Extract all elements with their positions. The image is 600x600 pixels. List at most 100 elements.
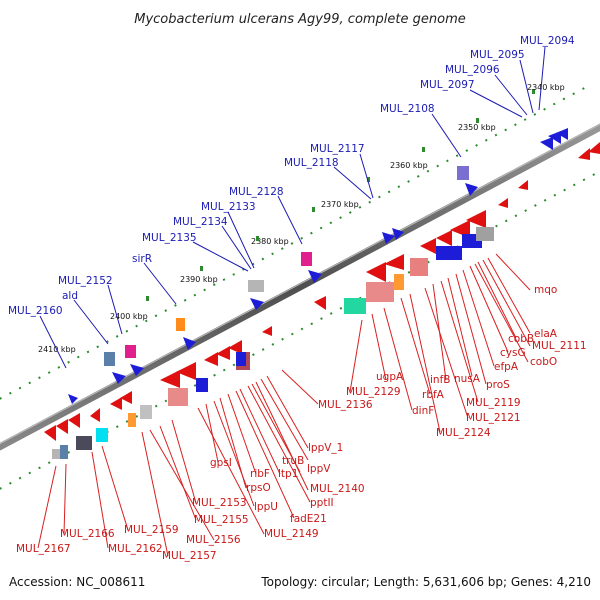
callout-line [440,280,479,403]
label-MUL_2134: MUL_2134 [173,216,228,228]
label-MUL_2129: MUL_2129 [346,386,401,398]
tick-mark [200,266,203,271]
reverse-gene-arrow [262,326,272,336]
reverse-gene-arrow [216,346,230,360]
label-MUL_2159: MUL_2159 [124,524,179,536]
reverse-gene-block [344,298,366,314]
forward-gene-arrow [130,364,144,376]
label-lppU: lppU [254,501,278,513]
callout-line [266,375,309,449]
tick-mark [532,89,535,94]
label-MUL_2156: MUL_2156 [186,534,241,546]
reverse-gene-arrow [578,148,590,160]
label-rbfA: rbfA [422,389,445,401]
forward-gene-arrow [392,228,404,240]
callout-line [431,113,462,158]
reverse-gene-block [236,352,246,366]
label-ugpA: ugpA [376,371,404,383]
callout-line [213,400,255,507]
reverse-gene-arrow [176,362,196,380]
label-lppV: lppV [307,463,331,475]
forward-gene-arrow [556,128,568,140]
callout-line [239,388,281,475]
reverse-tick-track [0,170,600,490]
label-rpsO: rpsO [246,482,271,494]
label-MUL_2166: MUL_2166 [60,528,115,540]
callout-line [192,241,249,272]
reverse-gene-arrow [420,238,436,254]
callout-line [495,253,531,291]
tick-mark [367,177,370,182]
label-MUL_2155: MUL_2155 [194,514,249,526]
callout-line [227,393,257,475]
tick-mark [476,118,479,123]
reverse-gene-arrow [518,180,528,190]
reverse-gene-arrow [120,391,132,404]
reverse-gene-arrow [314,296,326,310]
label-MUL_2121: MUL_2121 [466,412,521,424]
reverse-gene-block [52,449,60,459]
callout-line [149,429,215,541]
callout-line [247,385,311,503]
callout-line [63,463,67,535]
reverse-gene-arrow [384,254,404,270]
label-MUL_2153: MUL_2153 [192,497,247,509]
forward-gene-block [248,280,264,292]
label-sirR: sirR [132,253,152,265]
label-MUL_2136: MUL_2136 [318,399,373,411]
callout-line [487,257,531,334]
label-proS: proS [486,379,510,391]
callout-line [91,451,109,549]
tick-label-2340: 2340 kbp [527,83,565,92]
callout-line [477,261,517,339]
callout-line [400,297,431,395]
reverse-genes [44,142,600,459]
callout-line [171,419,197,504]
callout-line [227,211,255,269]
reverse-gene-block [366,282,394,302]
reverse-gene-block [410,258,428,276]
callout-line [255,381,309,491]
callout-line [107,284,123,335]
label-MUL_2133: MUL_2133 [201,201,256,213]
label-cobO: cobO [530,356,557,368]
bottom-callout-lines [37,253,531,557]
callout-line [474,263,529,363]
forward-gene-arrow [183,337,196,350]
label-elaA: elaA [534,328,558,340]
label-pptII: pptII [310,497,334,509]
label-MUL_2157: MUL_2157 [162,550,217,562]
callout-line [371,313,387,381]
label-MUL_2149: MUL_2149 [264,528,319,540]
topology-summary: Topology: circular; Length: 5,631,606 bp… [260,575,591,589]
backbone-highlight [0,123,600,445]
callout-line [141,431,169,557]
forward-gene-block [125,345,136,358]
label-MUL_2108: MUL_2108 [380,103,435,115]
callout-line [409,293,441,433]
reverse-gene-arrow [204,352,218,366]
forward-gene-arrow [548,131,561,144]
forward-genes [68,128,568,404]
reverse-gene-arrow [68,413,80,428]
callout-line [469,265,509,353]
tick-mark [146,296,149,301]
top-labels: MUL_2094 MUL_2095 MUL_2096 MUL_2097 MUL_… [8,35,575,317]
label-MUL_2160: MUL_2160 [8,305,63,317]
label-ltp1: ltp1 [278,468,298,480]
callout-line [424,287,469,419]
callout-line [37,465,57,549]
label-mqo: mqo [534,284,557,296]
reverse-gene-block [436,246,462,260]
callout-line [462,269,495,367]
callout-line [39,315,67,369]
forward-gene-block [457,166,469,180]
reverse-gene-arrow [450,220,470,238]
callout-line [455,273,487,385]
forward-gene-arrow [540,137,553,150]
label-MUL_2124: MUL_2124 [436,427,491,439]
callout-line [235,390,295,519]
callout-line [221,225,252,270]
map-title: Mycobacterium ulcerans Agy99, complete g… [134,12,466,27]
callout-line [197,407,265,535]
